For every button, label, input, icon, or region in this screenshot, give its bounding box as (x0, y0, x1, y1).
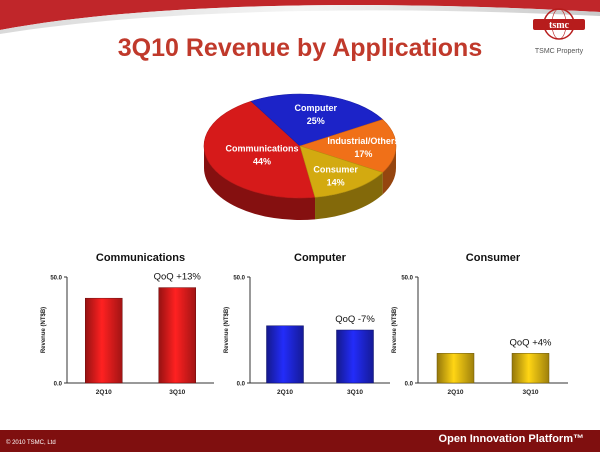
x-tick-label: 3Q10 (347, 389, 363, 396)
pie-value-consumer: 14% (327, 177, 345, 187)
bar-consumer-3q10 (511, 353, 550, 384)
bar-chart-computer: Computer 50.0 0.0 Revenue (NT$B) 2Q10 3Q10 QoQ… (224, 252, 390, 396)
bar-communications-3q10 (158, 287, 196, 384)
y-tick-label: 0.0 (405, 382, 414, 388)
logo-caption: TSMC Property (534, 48, 584, 55)
qoq-annotation: QoQ +4% (510, 337, 553, 348)
pie-label-computer: Computer (295, 103, 338, 113)
tsmc-logo-icon: tsmc (533, 8, 585, 40)
qoq-annotation: QoQ -7% (335, 314, 375, 325)
bar-chart-title: Computer (294, 252, 347, 264)
y-axis-label: Revenue (NT$B) (392, 307, 398, 353)
pie-value-industrial-others: 17% (354, 149, 372, 159)
y-tick-label: 0.0 (54, 382, 63, 388)
y-tick-label: 50.0 (233, 276, 245, 282)
pie-label-industrial-others: Industrial/Others (327, 136, 399, 146)
header-swoosh-silver (0, 5, 600, 34)
footer-bar (0, 430, 600, 452)
company-logo: tsmc TSMC Property (524, 6, 594, 55)
bar-chart-title: Consumer (466, 252, 521, 264)
pie-labels: Communications 44% Computer 25%Industrial/O… (226, 103, 400, 188)
bar-computer-3q10 (336, 329, 374, 384)
pie-label-communications: Communications (226, 143, 299, 153)
pie-value-communications: 44% (253, 156, 271, 166)
bar-chart-consumer: Consumer 50.0 0.0 Revenue (NT$B) 2Q10 3Q10 QoQ… (392, 252, 568, 396)
pie-label-consumer: Consumer (313, 164, 358, 174)
pie-side-communications (204, 146, 316, 220)
y-tick-label: 50.0 (50, 276, 62, 282)
bar-chart-communications: Communications 50.0 0.0 Revenue (NT$B) 2Q10 3… (41, 252, 214, 396)
pie-slices (203, 93, 397, 199)
slide-title: 3Q10 Revenue by Applications (117, 34, 483, 62)
pie-side-industrial-others (382, 146, 396, 195)
x-tick-label: 2Q10 (96, 389, 112, 396)
qoq-annotation: QoQ +13% (154, 272, 202, 283)
bar-communications-2q10 (85, 297, 123, 384)
y-axis-label: Revenue (NT$B) (41, 307, 47, 353)
x-tick-label: 3Q10 (523, 389, 539, 396)
bar-computer-2q10 (266, 325, 304, 384)
pie-slice-industrial-others (299, 119, 397, 173)
header-swoosh-red (0, 0, 600, 30)
x-tick-label: 3Q10 (169, 389, 185, 396)
pie-slice-consumer (299, 145, 384, 198)
bar-consumer-2q10 (436, 353, 475, 384)
logo-text: tsmc (549, 20, 570, 31)
x-tick-label: 2Q10 (448, 389, 464, 396)
y-tick-label: 50.0 (401, 276, 413, 282)
pie-slice-computer (250, 93, 384, 147)
bar-chart-title: Communications (96, 252, 185, 264)
y-axis-label: Revenue (NT$B) (224, 307, 230, 353)
pie-slice-communications (203, 100, 316, 199)
y-tick-label: 0.0 (237, 382, 246, 388)
pie-value-computer: 25% (307, 116, 325, 126)
footer-copyright: © 2010 TSMC, Ltd (6, 440, 56, 446)
footer-tagline: Open Innovation Platform™ (438, 433, 584, 445)
x-tick-label: 2Q10 (277, 389, 293, 396)
